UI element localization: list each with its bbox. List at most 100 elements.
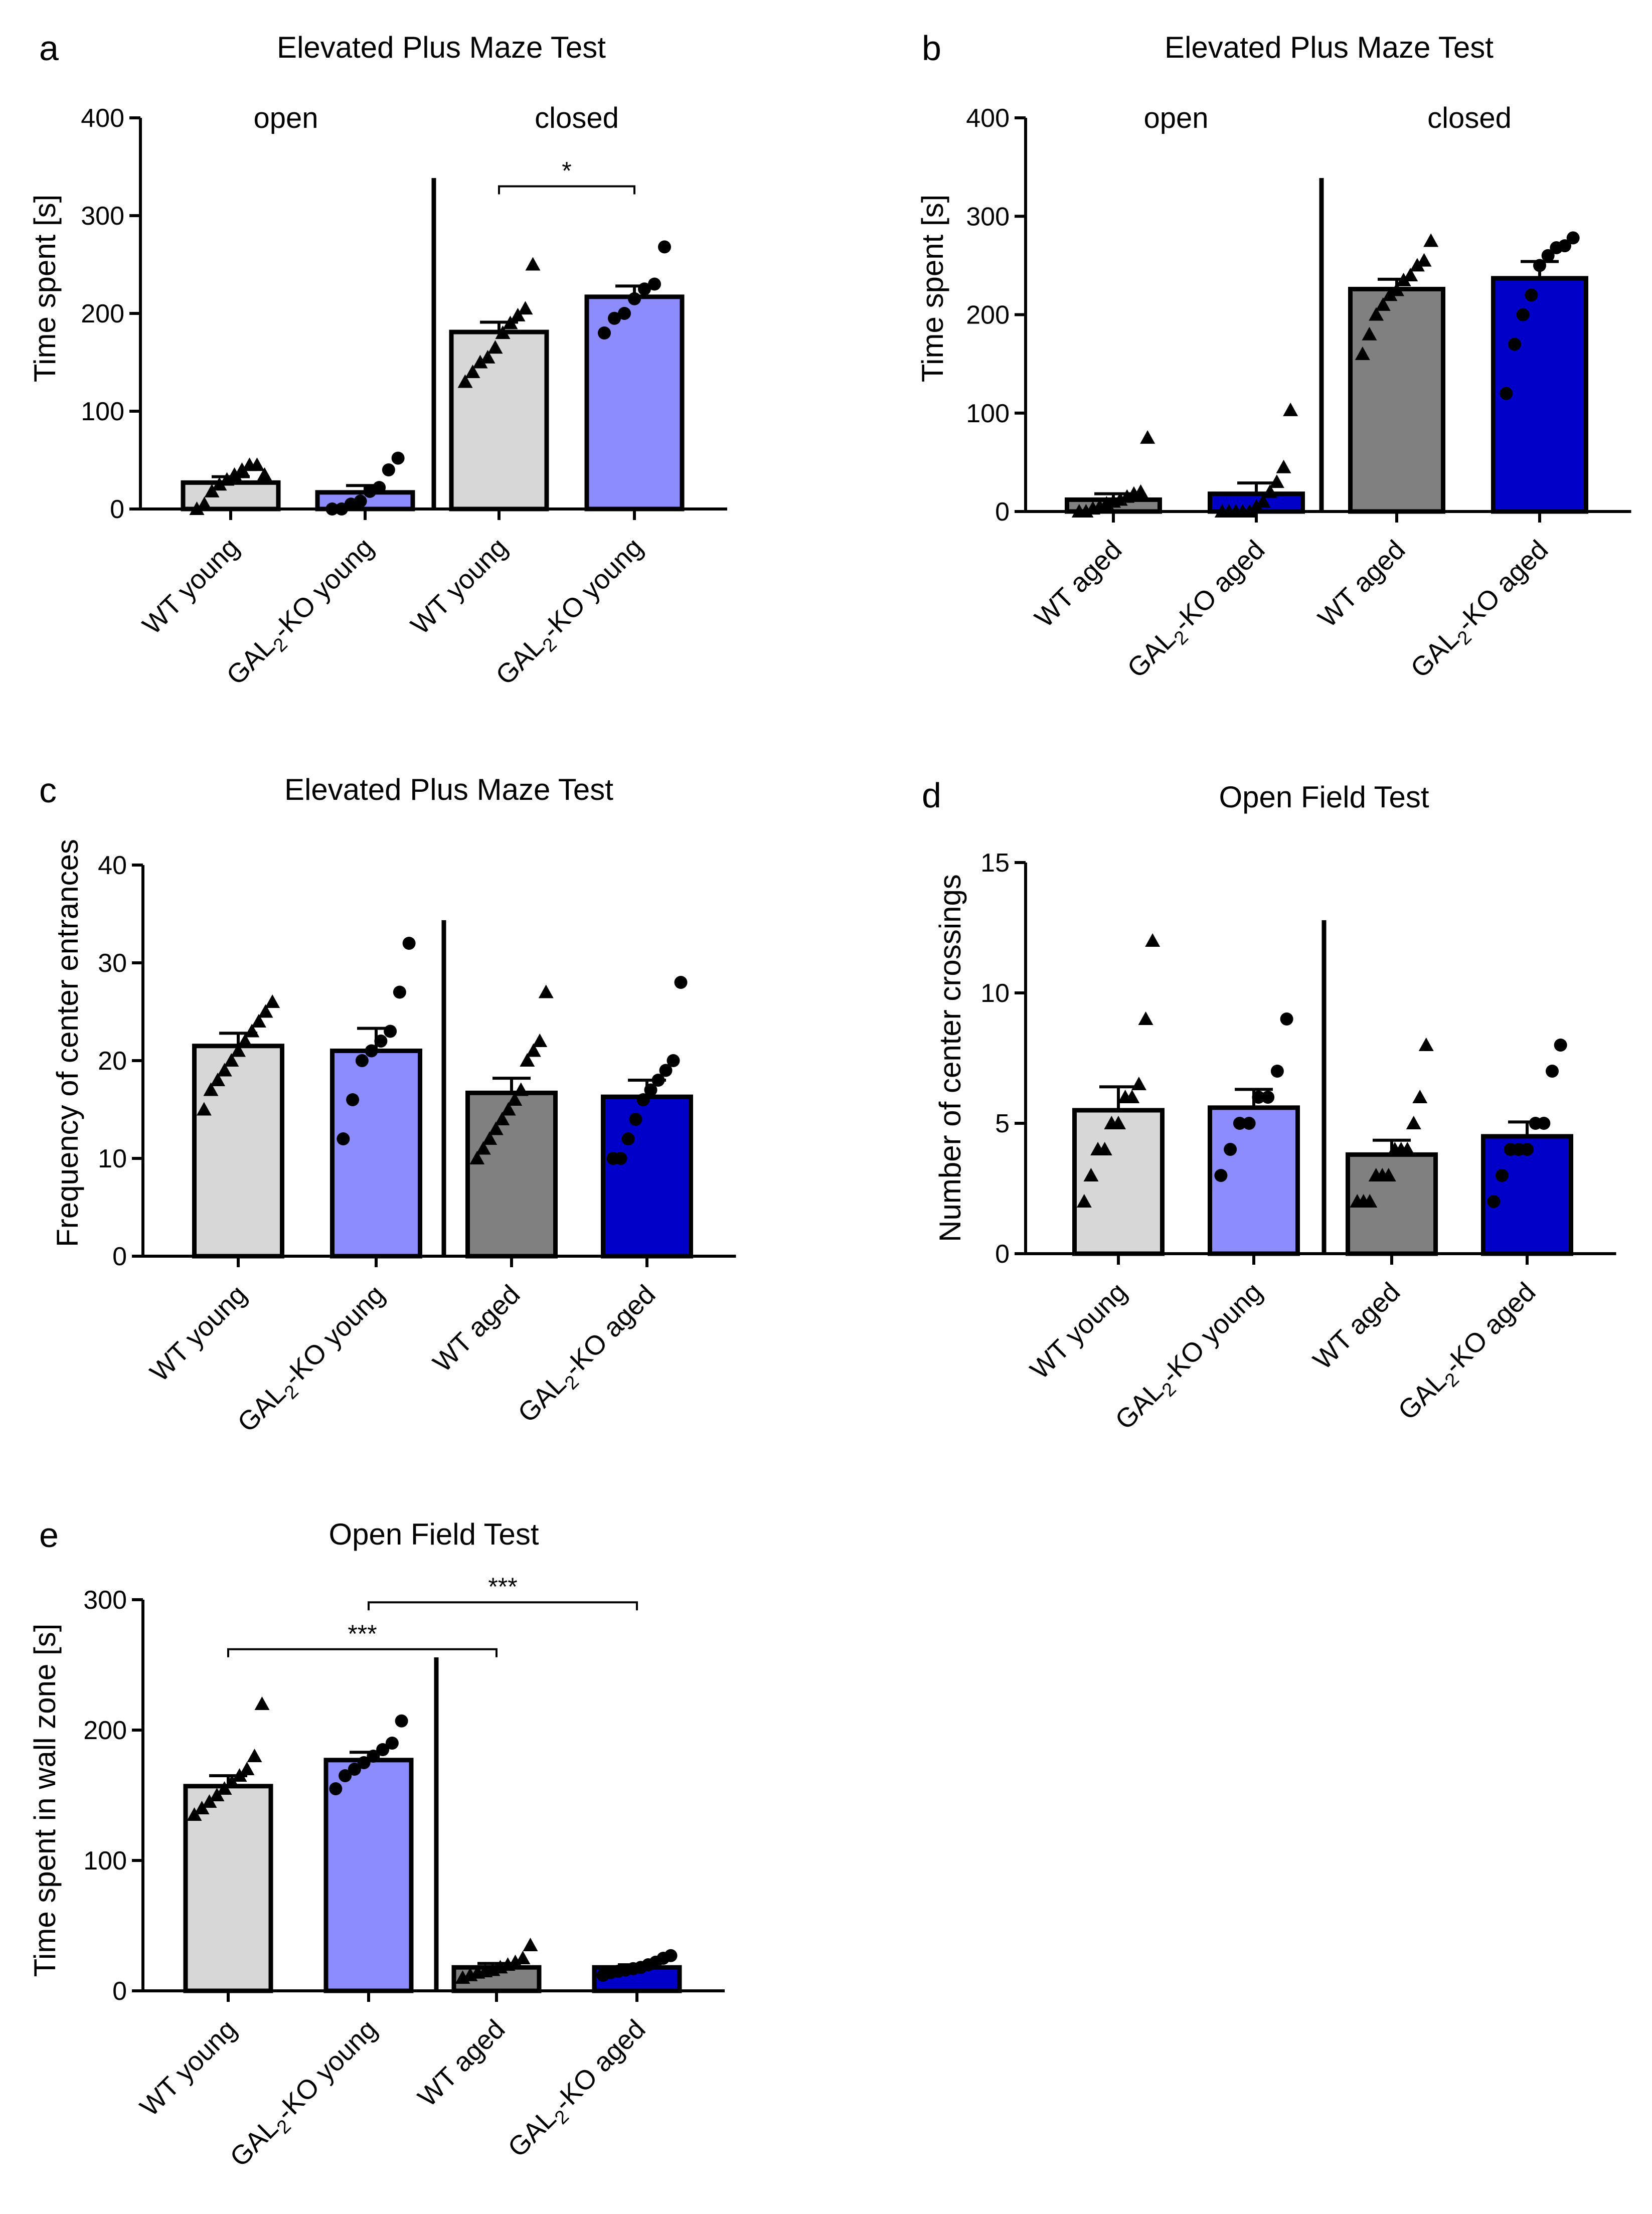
panel-b-data-point — [1533, 259, 1546, 272]
panel-c-data-point — [337, 1132, 350, 1145]
panel-e-data-point — [367, 1750, 380, 1763]
panel-c-bar-1 — [192, 1044, 284, 1259]
panel-d-y-tick-label: 15 — [980, 848, 1010, 878]
panel-a-y-tick-label: 100 — [81, 397, 124, 426]
panel-c-y-tick-label: 30 — [98, 949, 127, 978]
panel-d-data-point — [1138, 1011, 1153, 1025]
panel-d-data-point — [1124, 1090, 1140, 1103]
panel-b-data-point — [1269, 474, 1284, 488]
panel-a-data-point — [628, 292, 641, 305]
panel-b-data-point — [1409, 258, 1425, 272]
panel-e-significance-label: *** — [348, 1620, 377, 1648]
panel-a-data-point — [518, 301, 533, 315]
panel-a-y-tick-label: 300 — [81, 202, 124, 231]
panel-e-data-point — [385, 1737, 399, 1750]
panel-b-y-tick-label: 0 — [995, 497, 1010, 527]
panel-e-data-point — [395, 1714, 408, 1728]
panel-c-data-point — [210, 1073, 226, 1086]
panel-b-data-point — [1140, 430, 1155, 444]
panel-b-data-point — [1416, 253, 1432, 267]
panel-a-group-label-open: open — [253, 102, 318, 134]
panel-a-data-point — [608, 311, 621, 325]
panel-c-data-point — [520, 1053, 535, 1067]
panel-a-title: Elevated Plus Maze Test — [277, 31, 606, 64]
panel-e-y-tick-label: 200 — [83, 1716, 127, 1745]
panel-c-data-point — [629, 1113, 642, 1126]
panel-d-data-point — [1252, 1091, 1265, 1104]
panel-d-data-point — [1097, 1142, 1112, 1155]
panel-a-data-point — [227, 467, 242, 481]
panel-b-data-point — [1389, 282, 1404, 296]
panel-e-significance-bracket — [368, 1601, 638, 1611]
panel-e-bar-2 — [323, 1758, 414, 1993]
panel-c-data-point — [494, 1112, 510, 1125]
panel-d-y-axis-label: Number of center crossings — [933, 874, 967, 1242]
panel-c-y-tick-label: 10 — [98, 1144, 127, 1173]
panel-b-y-tick-label: 200 — [966, 301, 1010, 330]
panel-a-data-point — [598, 326, 611, 339]
panel-b-data-point — [1249, 499, 1264, 513]
panel-d-letter: d — [922, 776, 941, 815]
panel-e-y-axis-label: Time spent in wall zone [s] — [28, 1624, 62, 1977]
panel-d-data-point — [1521, 1143, 1534, 1156]
panel-e-data-point — [339, 1769, 352, 1782]
panel-c-y-tick-label: 0 — [112, 1242, 127, 1271]
panel-a-data-point — [503, 315, 518, 329]
panel-a-data-point — [354, 494, 367, 508]
panel-b-data-point — [1403, 268, 1418, 281]
panel-c-data-point — [674, 976, 688, 989]
panel-e-data-point — [217, 1781, 232, 1795]
panel-a-data-point — [525, 257, 541, 271]
panel-a-data-point — [189, 501, 205, 515]
panel-c-data-point — [614, 1152, 627, 1165]
panel-e-data-point — [247, 1749, 262, 1762]
panel-d-data-point — [1362, 1194, 1378, 1208]
panel-b-data-point — [1396, 272, 1411, 286]
panel-e-data-point — [232, 1768, 247, 1782]
panel-b-y-tick-label: 400 — [966, 104, 1010, 133]
panel-a-data-point — [391, 451, 405, 465]
panel-e-title: Open Field Test — [328, 1517, 539, 1551]
panel-c-data-point — [393, 985, 406, 999]
panel-c-data-point — [224, 1053, 239, 1067]
panel-c-data-point — [651, 1074, 665, 1087]
panel-a-significance-label: * — [562, 157, 571, 185]
panel-d-data-point — [1400, 1142, 1415, 1155]
panel-a-data-point — [487, 340, 503, 354]
panel-e-y-tick-label: 0 — [112, 1977, 127, 2006]
panel-b-data-point — [1369, 307, 1384, 321]
panel-e-data-point — [209, 1788, 225, 1801]
panel-a-y-tick-label: 200 — [81, 299, 124, 328]
panel-b-group-label-closed: closed — [1427, 102, 1512, 134]
panel-b-data-point — [1525, 288, 1538, 302]
panel-d-data-point — [1554, 1039, 1567, 1052]
panel-c-letter: c — [39, 771, 57, 810]
panel-a-group-label-closed: closed — [535, 102, 619, 134]
panel-a-data-point — [382, 463, 395, 476]
panel-a-data-point — [510, 307, 526, 321]
panel-d-data-point — [1537, 1117, 1551, 1130]
panel-b-data-point — [1566, 231, 1580, 245]
panel-b-data-point — [1541, 249, 1555, 262]
panel-e-significance-label: *** — [488, 1573, 517, 1601]
panel-c-data-point — [258, 1004, 273, 1018]
panel-c-data-point — [244, 1024, 260, 1038]
panel-b-y-tick-label: 300 — [966, 202, 1010, 231]
panel-e-data-point — [239, 1762, 255, 1775]
panel-c-data-point — [346, 1093, 360, 1106]
panel-d-data-point — [1214, 1169, 1228, 1182]
panel-c-data-point — [659, 1064, 673, 1077]
panel-d-y-tick-label: 5 — [995, 1109, 1010, 1138]
panel-a-significance-bracket — [498, 185, 635, 195]
panel-d-data-point — [1261, 1091, 1275, 1104]
panel-c-data-point — [501, 1102, 516, 1116]
panel-c-title: Elevated Plus Maze Test — [284, 773, 613, 806]
panel-e-data-point — [202, 1794, 217, 1808]
panel-d-data-point — [1546, 1065, 1559, 1078]
panel-b-group-label-open: open — [1143, 102, 1208, 134]
panel-c-data-point — [532, 1034, 548, 1047]
panel-b-data-point — [1508, 337, 1521, 351]
panel-a-y-tick-label: 400 — [81, 104, 124, 133]
panel-a-data-point — [465, 365, 480, 378]
